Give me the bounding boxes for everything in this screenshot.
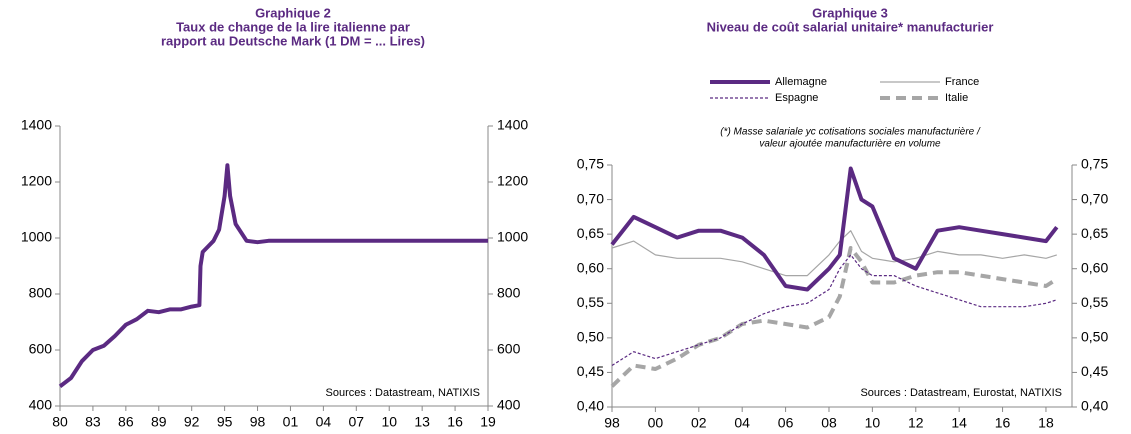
chart-title: Graphique 3 <box>812 5 888 20</box>
x-tick-label: 12 <box>908 415 924 431</box>
legend-label: France <box>945 76 979 88</box>
y2-tick-label: 1000 <box>497 229 528 245</box>
chart-title: Graphique 2 <box>255 5 331 20</box>
x-tick-label: 92 <box>184 414 200 430</box>
y-tick-label: 0,45 <box>577 363 604 379</box>
y2-tick-label: 0,75 <box>1081 156 1108 172</box>
y2-tick-label: 0,60 <box>1081 259 1108 275</box>
y2-tick-label: 0,65 <box>1081 225 1108 241</box>
y-tick-label: 0,40 <box>577 398 604 414</box>
y2-tick-label: 400 <box>497 397 521 413</box>
legend-label: Italie <box>945 92 968 104</box>
y-tick-label: 0,50 <box>577 329 604 345</box>
x-tick-label: 04 <box>316 414 332 430</box>
y-tick-label: 1000 <box>21 229 52 245</box>
y-tick-label: 0,55 <box>577 294 604 310</box>
x-tick-label: 02 <box>691 415 707 431</box>
y2-tick-label: 0,50 <box>1081 329 1108 345</box>
y2-tick-label: 0,40 <box>1081 398 1108 414</box>
x-tick-label: 00 <box>648 415 664 431</box>
y-tick-label: 800 <box>29 285 53 301</box>
x-tick-label: 19 <box>480 414 496 430</box>
series-line <box>610 246 1058 388</box>
chart-title: Niveau de coût salarial unitaire* manufa… <box>707 19 994 34</box>
footnote: valeur ajoutée manufacturière en volume <box>759 139 941 150</box>
x-tick-label: 83 <box>85 414 101 430</box>
chart-title: Taux de change de la lire italienne par <box>176 19 410 34</box>
x-tick-label: 16 <box>447 414 463 430</box>
y-tick-label: 600 <box>29 341 53 357</box>
y2-tick-label: 1200 <box>497 173 528 189</box>
legend-label: Allemagne <box>775 76 827 88</box>
x-tick-label: 10 <box>381 414 397 430</box>
y2-tick-label: 600 <box>497 341 521 357</box>
y2-tick-label: 0,45 <box>1081 363 1108 379</box>
x-tick-label: 95 <box>217 414 233 430</box>
series-line <box>611 254 1057 367</box>
series-line <box>610 166 1059 292</box>
x-tick-label: 86 <box>118 414 134 430</box>
series-line <box>611 230 1057 277</box>
x-tick-label: 89 <box>151 414 167 430</box>
source-note: Sources : Datastream, Eurostat, NATIXIS <box>860 387 1062 399</box>
y-tick-label: 1200 <box>21 173 52 189</box>
y2-tick-label: 800 <box>497 285 521 301</box>
x-tick-label: 06 <box>778 415 794 431</box>
y-tick-label: 0,70 <box>577 190 604 206</box>
y2-tick-label: 0,70 <box>1081 190 1108 206</box>
x-tick-label: 04 <box>734 415 750 431</box>
y-tick-label: 0,75 <box>577 156 604 172</box>
x-tick-label: 08 <box>821 415 837 431</box>
x-tick-label: 07 <box>349 414 365 430</box>
x-tick-label: 14 <box>951 415 967 431</box>
x-tick-label: 98 <box>604 415 620 431</box>
y-tick-label: 0,60 <box>577 259 604 275</box>
x-tick-label: 13 <box>414 414 430 430</box>
x-tick-label: 80 <box>52 414 68 430</box>
source-note: Sources : Datastream, NATIXIS <box>326 387 480 399</box>
y-tick-label: 400 <box>29 397 53 413</box>
x-tick-label: 01 <box>283 414 299 430</box>
series-line <box>58 163 488 388</box>
legend-label: Espagne <box>775 92 818 104</box>
y-tick-label: 1400 <box>21 117 52 133</box>
chart-title: rapport au Deutsche Mark (1 DM = ... Lir… <box>161 33 425 48</box>
x-tick-label: 18 <box>1038 415 1054 431</box>
y2-tick-label: 1400 <box>497 117 528 133</box>
x-tick-label: 98 <box>250 414 266 430</box>
y-tick-label: 0,65 <box>577 225 604 241</box>
y2-tick-label: 0,55 <box>1081 294 1108 310</box>
x-tick-label: 16 <box>995 415 1011 431</box>
x-tick-label: 10 <box>865 415 881 431</box>
footnote: (*) Masse salariale yc cotisations socia… <box>720 127 981 138</box>
